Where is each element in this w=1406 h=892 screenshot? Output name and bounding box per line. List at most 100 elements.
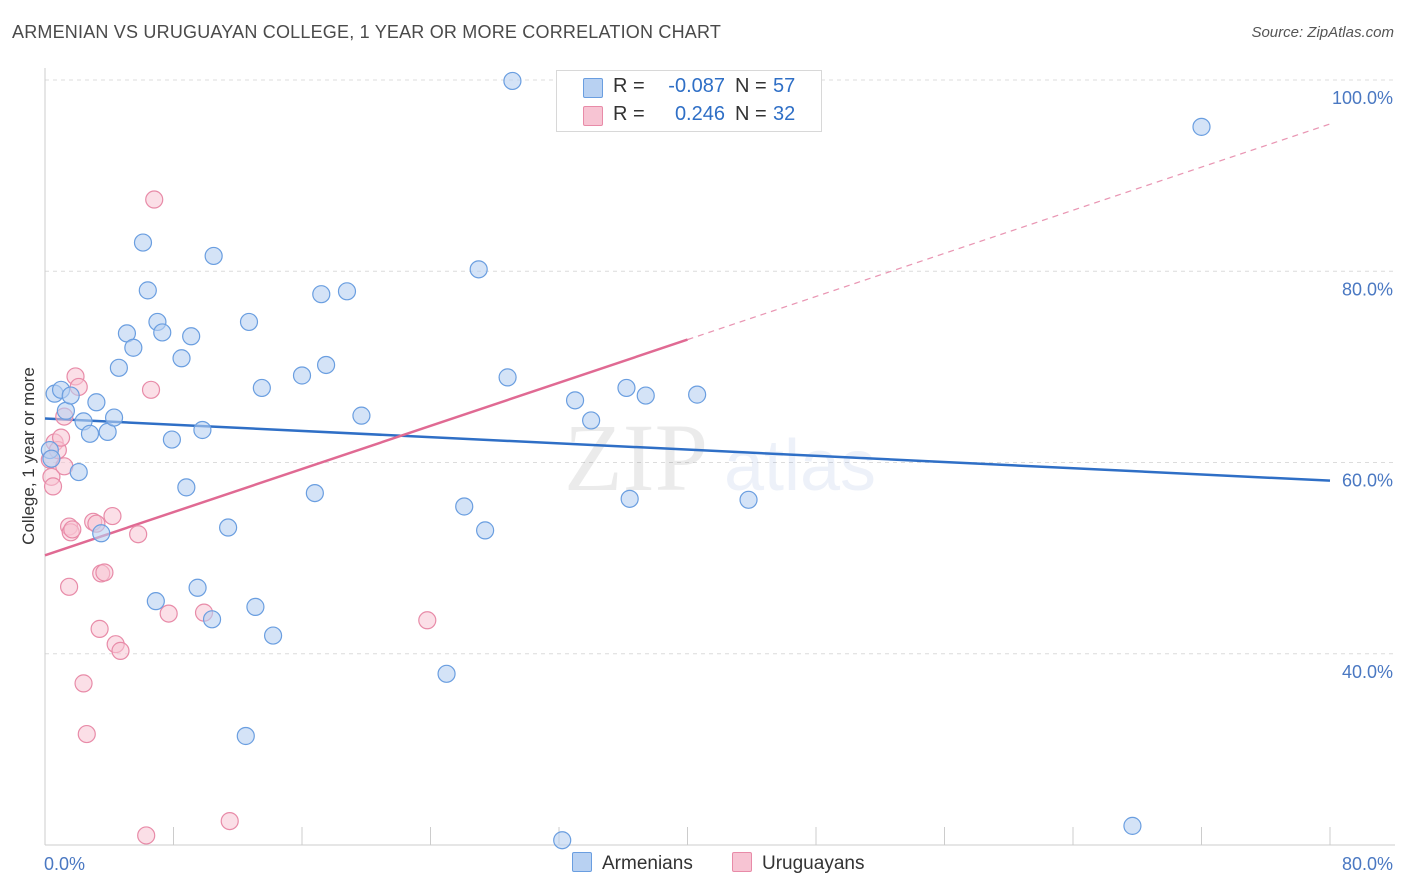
armenians-point bbox=[565, 391, 585, 410]
armenians-point bbox=[104, 408, 124, 427]
armenians-point bbox=[153, 323, 172, 342]
armenians-point bbox=[305, 484, 324, 503]
uruguayans-swatch bbox=[583, 106, 603, 126]
armenians-legend-label: Armenians bbox=[602, 853, 693, 874]
armenians-point bbox=[582, 411, 601, 430]
uruguayans-point bbox=[103, 506, 122, 526]
uruguayans-point bbox=[145, 190, 164, 209]
armenians-point bbox=[138, 281, 157, 300]
armenians-point bbox=[202, 610, 222, 629]
armenians-point bbox=[188, 578, 207, 597]
uruguayans-point bbox=[418, 611, 437, 630]
armenians-point bbox=[80, 424, 100, 443]
armenians-point bbox=[503, 71, 522, 91]
uruguayans-point bbox=[51, 428, 71, 447]
uruguayans-point bbox=[63, 520, 82, 539]
armenians-point bbox=[316, 355, 336, 375]
armenians-point bbox=[617, 378, 636, 398]
uruguayans-point bbox=[59, 577, 79, 596]
armenians-legend-swatch bbox=[572, 852, 592, 872]
armenians-point bbox=[620, 489, 639, 508]
r-label: R = bbox=[613, 103, 645, 125]
armenians-point bbox=[437, 664, 456, 683]
y-tick-label: 60.0% bbox=[1342, 471, 1393, 491]
armenians-point bbox=[553, 831, 572, 850]
armenians-point bbox=[236, 726, 255, 746]
uruguayans-point bbox=[137, 826, 156, 845]
armenians-point bbox=[204, 246, 223, 266]
n-label: N = bbox=[735, 103, 767, 125]
armenians-point bbox=[498, 368, 517, 387]
uruguayans-point bbox=[141, 380, 161, 399]
uruguayans-point bbox=[90, 619, 109, 638]
armenians-point bbox=[42, 449, 61, 468]
armenians-point bbox=[124, 338, 143, 357]
uruguayans-point bbox=[74, 674, 93, 693]
uruguayans-point bbox=[43, 477, 63, 496]
armenians-point bbox=[177, 478, 196, 497]
uruguayans-trend-extension bbox=[687, 123, 1331, 341]
uruguayans-point bbox=[95, 563, 114, 582]
n-label: N = bbox=[735, 75, 767, 97]
armenians-point bbox=[162, 430, 181, 449]
armenians-n-value: 57 bbox=[773, 75, 796, 97]
armenians-point bbox=[56, 401, 75, 420]
armenians-point bbox=[337, 282, 357, 301]
y-axis-title: College, 1 year or more bbox=[19, 367, 38, 545]
chart-title: ARMENIAN VS URUGUAYAN COLLEGE, 1 YEAR OR… bbox=[12, 22, 722, 42]
armenians-trend-line bbox=[44, 417, 1331, 482]
data-points bbox=[40, 71, 1211, 850]
uruguayans-point bbox=[220, 811, 239, 831]
uruguayans-trend-line bbox=[44, 338, 688, 557]
armenians-point bbox=[146, 592, 165, 611]
x-tick-label: 0.0% bbox=[44, 854, 85, 874]
y-tick-label: 40.0% bbox=[1342, 662, 1393, 682]
armenians-point bbox=[109, 358, 128, 377]
armenians-point bbox=[476, 521, 495, 540]
armenians-point bbox=[61, 386, 80, 405]
stats-legend: R = -0.087 N = 57 R = 0.246 N = 32 bbox=[556, 70, 822, 132]
armenians-point bbox=[182, 327, 201, 346]
armenians-point bbox=[239, 312, 259, 332]
x-tick-label: 80.0% bbox=[1342, 854, 1393, 874]
armenians-point bbox=[69, 462, 88, 482]
uruguayans-r-value: 0.246 bbox=[674, 103, 725, 125]
armenians-point bbox=[193, 420, 212, 440]
armenians-point bbox=[87, 393, 106, 412]
armenians-point bbox=[312, 285, 331, 304]
armenians-point bbox=[688, 385, 707, 404]
trend-lines bbox=[44, 123, 1331, 557]
uruguayans-n-value: 32 bbox=[773, 103, 796, 125]
grid-lines bbox=[45, 79, 1395, 655]
tick-labels: 40.0% 60.0% 80.0% 100.0% 0.0% 80.0% bbox=[44, 88, 1393, 874]
armenians-point bbox=[455, 497, 474, 516]
armenians-swatch bbox=[583, 78, 603, 98]
armenians-point bbox=[133, 233, 153, 252]
uruguayans-point bbox=[77, 724, 96, 744]
y-tick-label: 80.0% bbox=[1342, 279, 1393, 299]
legend-armenians: Armenians bbox=[572, 852, 693, 875]
armenians-point bbox=[263, 626, 283, 645]
uruguayans-point bbox=[129, 525, 148, 544]
uruguayans-point bbox=[111, 641, 130, 660]
r-label: R = bbox=[613, 75, 645, 97]
uruguayans-legend-label: Uruguayans bbox=[762, 853, 865, 874]
uruguayans-point bbox=[159, 604, 178, 623]
armenians-point bbox=[352, 406, 371, 425]
armenians-point bbox=[92, 524, 111, 543]
armenians-point bbox=[1123, 816, 1142, 835]
armenians-point bbox=[292, 366, 312, 385]
armenians-point bbox=[246, 597, 265, 616]
armenians-point bbox=[636, 386, 655, 405]
y-tick-label: 100.0% bbox=[1332, 88, 1393, 108]
armenians-point bbox=[739, 490, 758, 509]
armenians-point bbox=[469, 260, 488, 279]
uruguayans-legend-swatch bbox=[732, 852, 752, 872]
armenians-point bbox=[219, 518, 238, 537]
armenians-point bbox=[172, 349, 191, 368]
armenians-r-value: -0.087 bbox=[668, 75, 725, 97]
armenians-point bbox=[1192, 117, 1211, 136]
armenians-point bbox=[252, 378, 271, 398]
legend-uruguayans: Uruguayans bbox=[732, 852, 864, 875]
